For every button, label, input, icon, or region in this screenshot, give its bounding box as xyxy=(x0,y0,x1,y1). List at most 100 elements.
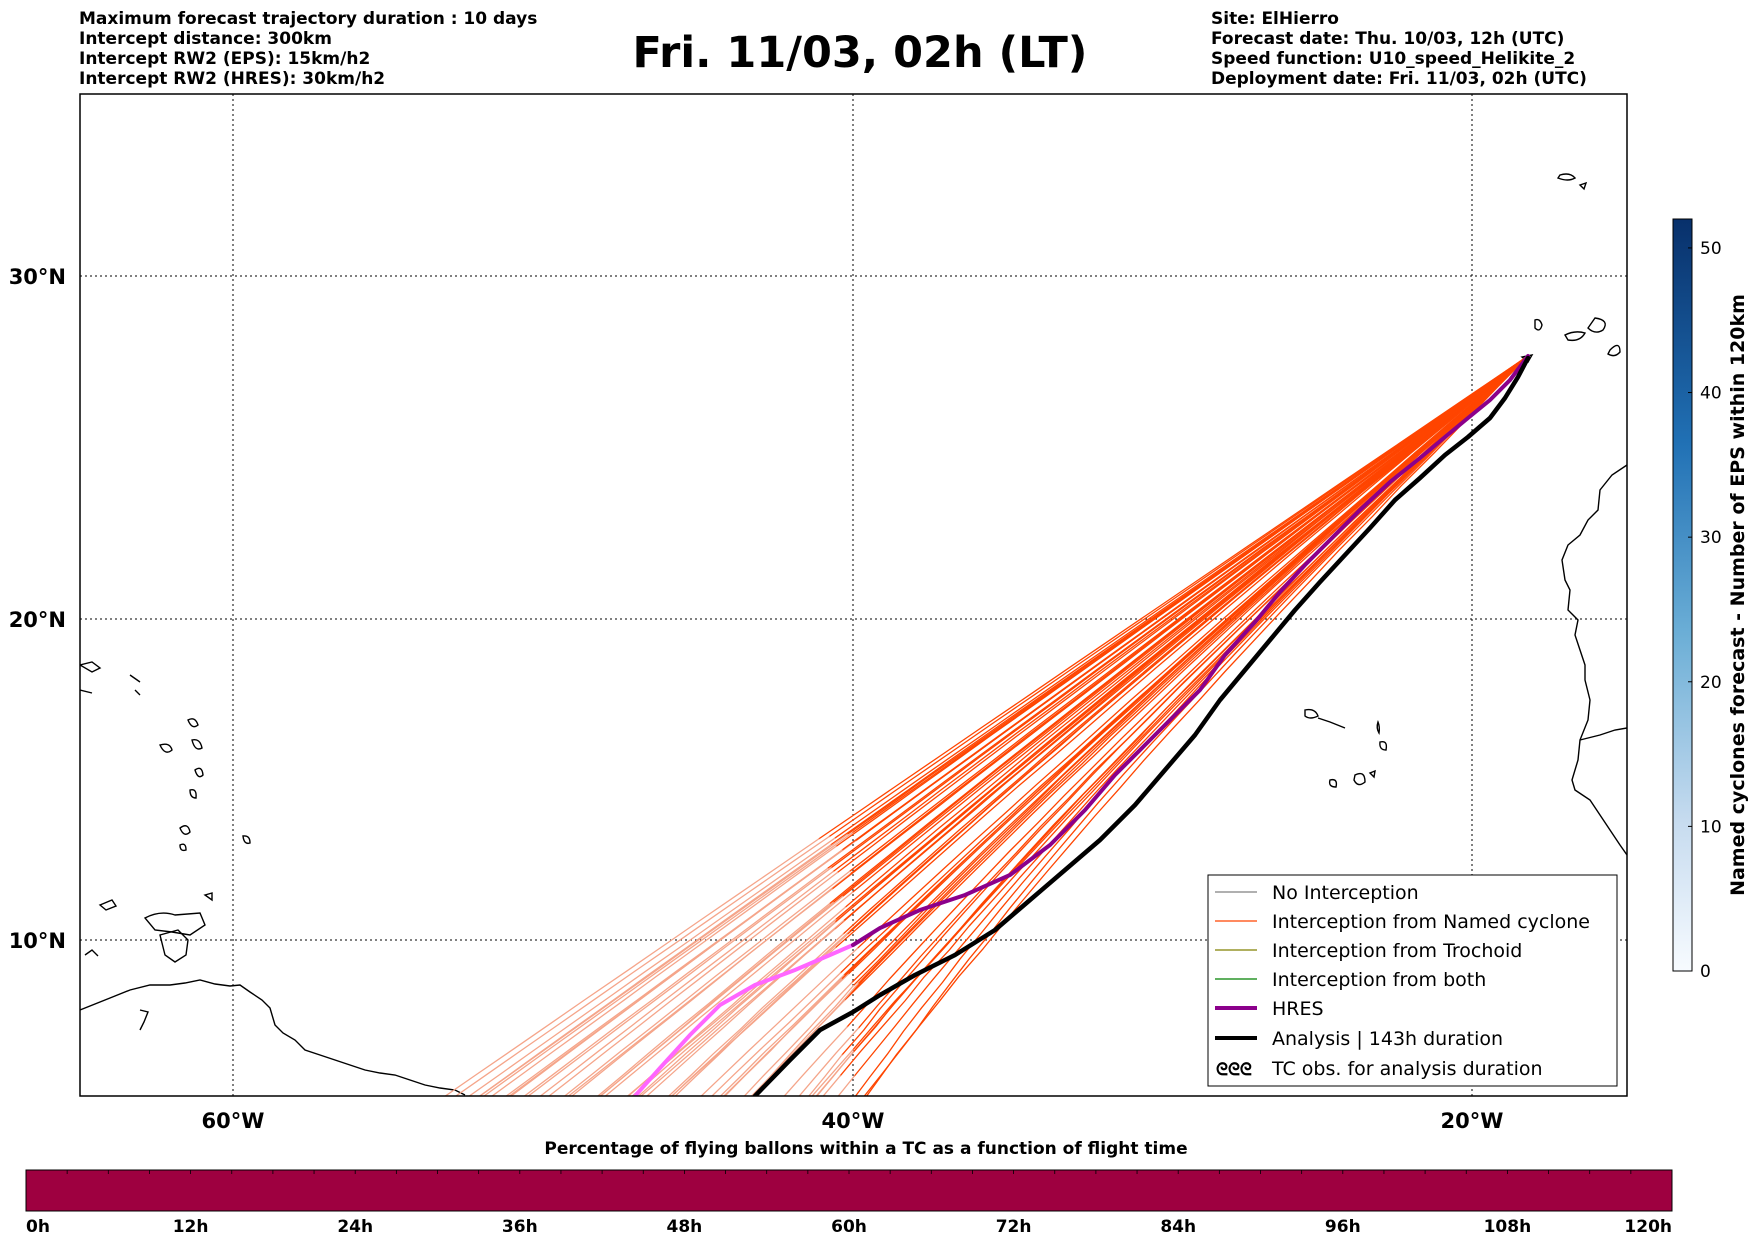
trajectory-line-faded xyxy=(751,984,855,1096)
trajectory-line-faded xyxy=(743,981,853,1096)
cape-verde-1 xyxy=(1304,708,1319,719)
trajectory-line-faded xyxy=(482,832,853,1096)
bottom-colorbar-tick-label: 60h xyxy=(831,1217,867,1237)
hres-track xyxy=(633,354,1530,1096)
trajectory-line-faded xyxy=(808,1054,843,1096)
lesser-antilles-6 xyxy=(179,843,187,852)
trajectory-line xyxy=(839,355,1529,1077)
header-left-info: Maximum forecast trajectory duration : 1… xyxy=(79,9,537,89)
bottom-colorbar-tick-label: 84h xyxy=(1160,1217,1196,1237)
colorbar-label: Named cyclones forecast - Number of EPS … xyxy=(1727,294,1749,896)
trajectory-line-faded xyxy=(604,891,854,1096)
header-left-line: Maximum forecast trajectory duration : 1… xyxy=(79,9,538,29)
trajectory-line xyxy=(832,355,1529,873)
bottom-colorbar-tick-label: 12h xyxy=(173,1217,209,1237)
trajectory-line xyxy=(834,355,1529,949)
trajectory-line xyxy=(826,355,1529,870)
legend-label: No Interception xyxy=(1272,882,1419,904)
trajectory-line xyxy=(857,355,1529,985)
cyclone-symbols-icon: ᘓᘓᘓ xyxy=(1216,1060,1252,1080)
legend-label: Analysis | 143h duration xyxy=(1272,1028,1503,1050)
trajectory-line-faded xyxy=(468,837,836,1096)
hres-line xyxy=(851,354,1530,947)
antigua-island xyxy=(159,743,173,753)
madeira-island-2 xyxy=(1578,181,1588,191)
bottom-colorbar-tick-label: 120h xyxy=(1624,1217,1672,1237)
lat-label: 20°N xyxy=(9,608,66,632)
trinidad-island xyxy=(159,929,189,963)
trajectory-line-faded xyxy=(478,833,848,1096)
trajectory-line-faded xyxy=(640,919,845,1096)
header-left-line: Intercept distance: 300km xyxy=(79,29,332,49)
trajectory-line xyxy=(841,355,1529,1056)
lon-label: 20°W xyxy=(1441,1109,1504,1133)
bottom-colorbar-tick-label: 48h xyxy=(667,1217,703,1237)
map-border xyxy=(79,93,1628,1097)
trajectory-line-faded xyxy=(811,1049,854,1096)
virgin-islands-2 xyxy=(80,674,141,696)
canary-island-4 xyxy=(1607,344,1621,357)
trajectory-line xyxy=(843,355,1529,976)
hres-line-faded xyxy=(633,943,855,1096)
trajectory-line-faded xyxy=(783,1026,848,1096)
bottom-colorbar-tick-label: 36h xyxy=(502,1217,538,1237)
trajectory-line-faded xyxy=(724,978,843,1096)
bottom-colorbar-tick-label: 72h xyxy=(996,1217,1032,1237)
header-right-line: Speed function: U10_speed_Helikite_2 xyxy=(1211,49,1576,69)
trajectory-line-faded xyxy=(491,845,837,1096)
trajectory-line xyxy=(841,355,1529,851)
legend-label: HRES xyxy=(1272,998,1324,1020)
header-right-line: Site: ElHierro xyxy=(1211,9,1339,29)
grenada-islands xyxy=(98,899,118,911)
trajectory-line xyxy=(828,355,1529,905)
trajectory-line-faded xyxy=(798,1027,860,1096)
colorbar-tick-label: 40 xyxy=(1700,384,1722,404)
small-island-atlantic xyxy=(84,949,99,957)
right-colorbar: 0 10 20 30 40 50 Named cyclones forecast - Nu… xyxy=(1672,218,1749,982)
trajectory-line xyxy=(834,355,1529,923)
cape-verde-3 xyxy=(1376,719,1381,735)
virgin-islands xyxy=(80,661,102,673)
east-atlantic-coast xyxy=(1561,464,1627,856)
colorbar-tick-label: 0 xyxy=(1700,962,1711,982)
lat-label: 30°N xyxy=(9,265,66,289)
trajectory-line-faded xyxy=(711,972,842,1096)
lesser-antilles-5 xyxy=(179,825,191,835)
bottom-colorbar-ticks: 0h 12h 24h 36h 48h 60h 72h 84h 96h 108h 120h xyxy=(25,1170,1673,1237)
axis-labels: 60°W 40°W 20°W 30°N 20°N 10°N xyxy=(9,265,1504,1133)
cape-verde-2 xyxy=(1317,717,1346,729)
bottom-colorbar: Percentage of flying ballons within a TC… xyxy=(25,1139,1673,1237)
legend-label: Interception from Trochoid xyxy=(1272,940,1522,962)
colorbar-gradient xyxy=(1672,218,1693,972)
lon-label: 40°W xyxy=(822,1109,885,1133)
bottom-colorbar-tick-label: 108h xyxy=(1484,1217,1532,1237)
lon-label: 60°W xyxy=(202,1109,265,1133)
cape-verde-5 xyxy=(1328,778,1338,788)
trajectory-line xyxy=(852,355,1529,987)
colorbar-tick-label: 30 xyxy=(1700,528,1722,548)
colorbar-tick-label: 50 xyxy=(1700,239,1722,259)
trajectory-line-faded xyxy=(815,1051,855,1096)
trajectory-line-faded xyxy=(837,1075,855,1096)
trajectory-line-faded xyxy=(631,921,836,1096)
trajectory-line-faded xyxy=(563,870,851,1096)
legend-label: Interception from both xyxy=(1272,969,1486,991)
trajectory-line-faded xyxy=(567,888,833,1096)
trajectory-line-faded xyxy=(700,947,859,1096)
trajectory-line xyxy=(844,355,1529,908)
trajectory-line xyxy=(863,355,1529,1096)
trajectory-line-faded xyxy=(444,838,820,1096)
trajectory-line xyxy=(828,355,1529,838)
trajectory-line xyxy=(852,355,1529,1051)
trajectory-line xyxy=(856,355,1529,949)
trajectory-line-faded xyxy=(599,895,844,1096)
colorbar-ticks: 0 10 20 30 40 50 xyxy=(1688,239,1722,982)
lesser-antilles-4 xyxy=(189,788,197,799)
trajectory-line-faded xyxy=(719,974,845,1096)
madeira-island xyxy=(1556,173,1577,181)
canary-island-1 xyxy=(1534,318,1543,331)
header-right-line: Deployment date: Fri. 11/03, 02h (UTC) xyxy=(1211,69,1587,89)
canary-island-2 xyxy=(1564,331,1587,342)
trajectory-line-faded xyxy=(454,835,830,1096)
